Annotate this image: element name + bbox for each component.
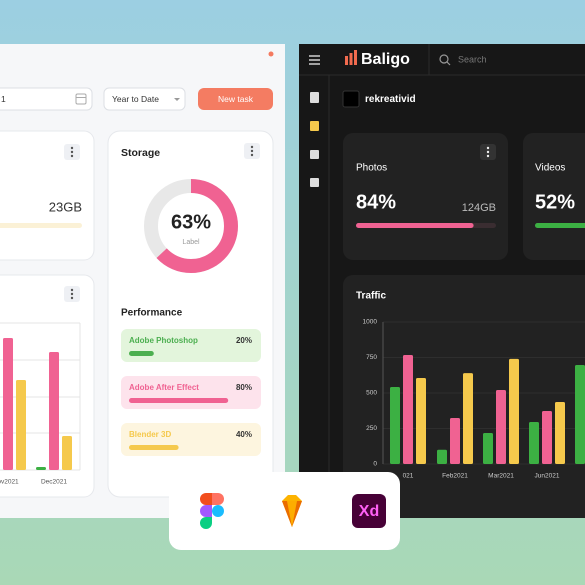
bar bbox=[529, 421, 539, 464]
card-menu[interactable] bbox=[64, 286, 80, 302]
x-tick-label: ov2021 bbox=[0, 479, 19, 486]
bar bbox=[483, 433, 493, 464]
usage-track bbox=[0, 223, 82, 228]
avatar bbox=[342, 90, 360, 108]
sketch-icon bbox=[282, 495, 302, 527]
card-value: 52% bbox=[535, 191, 575, 213]
bar bbox=[16, 380, 26, 470]
bar bbox=[390, 387, 400, 464]
logo-icon bbox=[345, 50, 357, 65]
item-value: 40% bbox=[236, 430, 252, 439]
item-value: 20% bbox=[236, 336, 252, 345]
nav-icon[interactable] bbox=[310, 178, 319, 187]
search-input[interactable]: Search bbox=[458, 54, 487, 64]
y-tick-label: 500 bbox=[366, 390, 377, 397]
videos-card bbox=[523, 133, 585, 260]
bar bbox=[49, 351, 59, 470]
figma-icon bbox=[200, 493, 224, 529]
y-tick-label: 0 bbox=[373, 461, 377, 468]
select-text: Year to Date bbox=[112, 94, 159, 104]
period-select[interactable] bbox=[103, 87, 186, 111]
tools-panel bbox=[169, 472, 400, 550]
progress-bar bbox=[356, 223, 474, 228]
bar bbox=[36, 467, 46, 470]
donut-value: 63% bbox=[171, 211, 211, 233]
workspace-name: rekreativid bbox=[365, 94, 416, 105]
card-size: 124GB bbox=[462, 202, 496, 214]
button-text: New task bbox=[218, 94, 254, 104]
xd-label: Xd bbox=[359, 503, 379, 520]
notification-dot bbox=[268, 51, 274, 57]
usage-value: 23GB bbox=[49, 199, 82, 214]
bar bbox=[496, 390, 506, 464]
search-icon bbox=[439, 54, 451, 66]
item-value: 80% bbox=[236, 383, 252, 392]
y-tick-label: 250 bbox=[366, 425, 377, 432]
traffic-title: Traffic bbox=[356, 291, 386, 302]
tools-box: Xd bbox=[169, 472, 400, 550]
item-name: Adobe After Effect bbox=[129, 383, 199, 392]
bar bbox=[450, 417, 460, 464]
bar bbox=[509, 358, 519, 464]
bar bbox=[62, 436, 72, 470]
donut-arc bbox=[144, 179, 238, 273]
light-dashboard: 1 Year to Date New task 23GB Storage 63%… bbox=[0, 44, 285, 518]
performance-item bbox=[121, 376, 261, 409]
menu-icon[interactable] bbox=[309, 55, 320, 65]
xd-icon bbox=[352, 494, 386, 528]
bar bbox=[3, 337, 13, 470]
bar bbox=[463, 373, 473, 464]
card-menu[interactable] bbox=[244, 143, 260, 159]
date-text: 1 bbox=[1, 94, 6, 104]
progress-bar bbox=[129, 398, 229, 403]
progress-bar bbox=[535, 223, 585, 228]
x-tick-label: Mar2021 bbox=[488, 473, 514, 480]
new-task-button[interactable] bbox=[198, 88, 273, 110]
performance-item bbox=[121, 423, 261, 456]
date-input[interactable] bbox=[0, 87, 93, 111]
progress-bar bbox=[129, 445, 179, 450]
performance-item bbox=[121, 329, 261, 362]
x-tick-label: Jun2021 bbox=[535, 473, 560, 480]
calendar-icon bbox=[75, 93, 87, 105]
nav-icon[interactable] bbox=[310, 92, 319, 103]
nav-icon[interactable] bbox=[310, 150, 319, 159]
card-menu[interactable] bbox=[480, 144, 496, 160]
nav-icon[interactable] bbox=[310, 121, 319, 131]
y-tick-label: 750 bbox=[366, 354, 377, 361]
card-title: Videos bbox=[535, 163, 565, 174]
brand: Baligo bbox=[361, 51, 410, 68]
item-name: Blender 3D bbox=[129, 430, 171, 439]
storage-title: Storage bbox=[121, 147, 160, 159]
donut-label: Label bbox=[182, 239, 200, 246]
bar bbox=[403, 354, 413, 464]
bar bbox=[437, 449, 447, 464]
bar bbox=[416, 377, 426, 464]
progress-bar bbox=[129, 351, 154, 356]
photos-card bbox=[343, 133, 508, 260]
card-value: 84% bbox=[356, 191, 396, 213]
bar bbox=[542, 411, 552, 464]
x-tick-label: Feb2021 bbox=[442, 473, 468, 480]
card-menu[interactable] bbox=[64, 144, 80, 160]
card-title: Photos bbox=[356, 163, 387, 174]
sidebar-icons bbox=[310, 92, 319, 187]
performance-title: Performance bbox=[121, 308, 183, 319]
x-tick-label: Dec2021 bbox=[41, 479, 67, 486]
bar bbox=[575, 365, 585, 464]
x-tick-label: 021 bbox=[403, 473, 414, 480]
select-caret bbox=[174, 98, 180, 101]
dark-dashboard: Baligo Search rekreativid Traffic 0 250 50… bbox=[299, 44, 585, 518]
item-name: Adobe Photoshop bbox=[129, 336, 198, 345]
y-tick-label: 1000 bbox=[363, 319, 378, 326]
bar bbox=[555, 401, 565, 464]
